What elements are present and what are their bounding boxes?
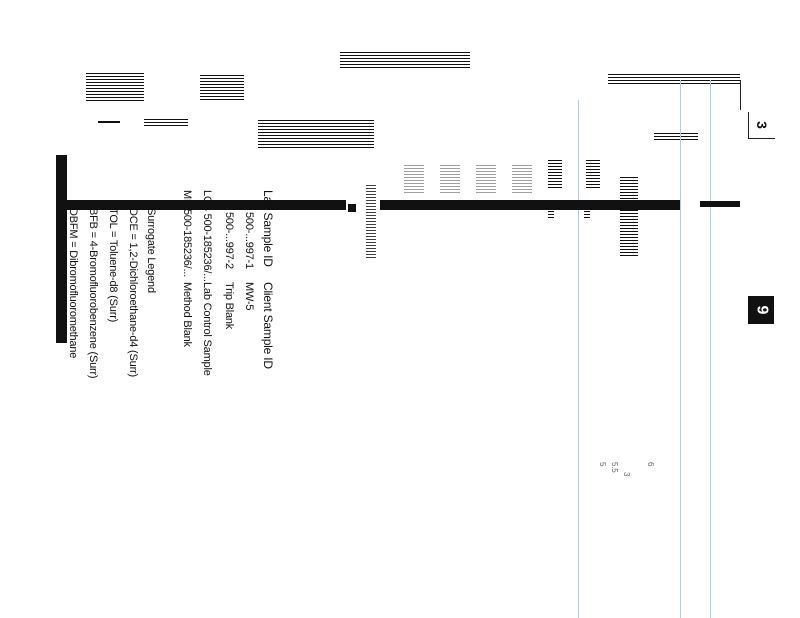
surrogate-legend-item-3: BFB = 4-Bromofluorobenzene (Surr) — [87, 208, 99, 379]
surrogate-legend-item-2: TOL = Toluene-d8 (Surr) — [107, 208, 119, 323]
lab-sample-id-row-2: 500-...997-2 — [223, 212, 235, 269]
client-sample-id-row-3: Lab Control Sample — [201, 282, 213, 376]
header-fragment-2 — [586, 158, 600, 188]
table-rule-right — [380, 200, 680, 210]
scan-artifact-right-2 — [654, 132, 698, 140]
left-margin-bar — [56, 155, 67, 343]
header-fragment-5 — [584, 208, 590, 218]
small-value-4: 5 — [598, 462, 607, 467]
surrogate-legend-title: Surrogate Legend — [145, 208, 157, 293]
small-value-1: 6 — [646, 462, 655, 467]
rule-right-dark — [740, 80, 741, 110]
column-dashes-3 — [476, 163, 496, 193]
surrogate-legend-item-1: DCE = 1,2-Dichloroethane-d4 (Surr) — [127, 208, 139, 377]
column-dashes-1 — [404, 163, 424, 193]
client-sample-id-header: Client Sample ID — [261, 282, 275, 369]
client-sample-id-row-1: MW-5 — [243, 282, 255, 311]
small-value-2: 3 — [622, 472, 631, 477]
table-rule-left — [62, 200, 346, 210]
lab-sample-id-header: Lab Sample ID — [261, 190, 275, 267]
scan-artifact-left-dash — [98, 121, 120, 123]
scan-artifact-right — [608, 72, 740, 84]
rule-right-2 — [680, 80, 681, 618]
table-rule-right-tail — [700, 201, 740, 207]
header-fragment-3 — [620, 176, 638, 256]
rule-right-3 — [710, 80, 711, 618]
header-fragment-4 — [548, 208, 554, 218]
column-dashes-4 — [512, 163, 532, 193]
scan-artifact-top-center — [340, 52, 470, 68]
corner-mark-label: 3 — [753, 121, 770, 129]
lab-sample-id-row-1: 500-...997-1 — [243, 212, 255, 269]
lab-sample-id-row-4: MB 500-185236/... — [181, 190, 193, 278]
page-number: 9 — [753, 305, 770, 315]
client-sample-id-row-4: Method Blank — [181, 282, 193, 347]
page-number-badge: 9 — [748, 296, 774, 324]
center-symbol-fragments — [366, 184, 376, 258]
lab-sample-id-row-3: LCS 500-185236/... — [201, 190, 213, 282]
rule-right-1 — [578, 100, 579, 618]
client-sample-id-row-2: Trip Blank — [223, 282, 235, 330]
scan-artifact-left-mid — [144, 118, 188, 126]
header-fragment-1 — [548, 158, 562, 188]
table-rule-gap-mark — [348, 204, 356, 212]
corner-mark: 3 — [748, 112, 775, 139]
scan-artifact-top-left-2 — [200, 74, 244, 100]
surrogate-legend-item-4: DBFM = Dibromofluoromethane — [67, 208, 79, 359]
small-value-3: 5.5 — [610, 462, 619, 473]
column-dashes-2 — [440, 163, 460, 193]
scan-artifact-top-left — [86, 73, 144, 101]
scan-artifact-mid — [258, 118, 374, 148]
